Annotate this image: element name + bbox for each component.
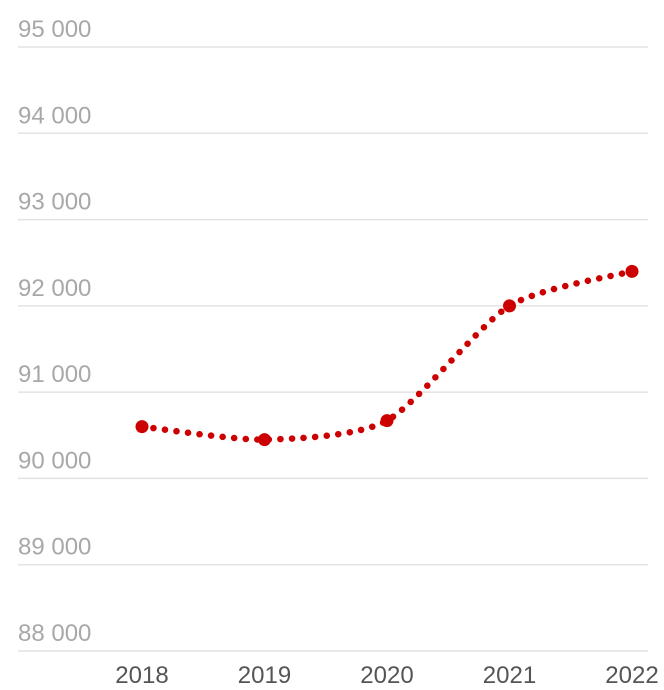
- y-tick-label: 90 000: [18, 447, 91, 474]
- data-point-2018: [135, 420, 149, 434]
- series-line: [138, 268, 636, 443]
- y-tick-label: 95 000: [18, 16, 91, 43]
- y-tick-label: 89 000: [18, 534, 91, 561]
- x-tick-label: 2020: [360, 662, 413, 689]
- data-point-2021: [503, 299, 516, 313]
- gridlines: [18, 46, 648, 652]
- series-markers: [135, 264, 639, 447]
- data-point-2019: [258, 433, 271, 447]
- x-tick-label: 2019: [238, 662, 291, 689]
- y-tick-label: 88 000: [18, 620, 91, 647]
- x-tick-label: 2021: [483, 662, 536, 689]
- data-point-2022: [625, 264, 639, 278]
- y-tick-label: 91 000: [18, 361, 91, 388]
- y-tick-label: 93 000: [18, 189, 91, 216]
- x-axis-tick-labels: 2018 2019 2020 2021 2022: [115, 662, 658, 689]
- data-point-2020: [380, 414, 394, 428]
- series-path: [138, 268, 636, 443]
- x-tick-label: 2022: [605, 662, 658, 689]
- x-tick-label: 2018: [115, 662, 168, 689]
- y-tick-label: 94 000: [18, 102, 91, 129]
- y-axis-tick-labels: 88 000 89 000 90 000 91 000 92 000 93 000 94 0…: [18, 16, 91, 647]
- y-tick-label: 92 000: [18, 275, 91, 302]
